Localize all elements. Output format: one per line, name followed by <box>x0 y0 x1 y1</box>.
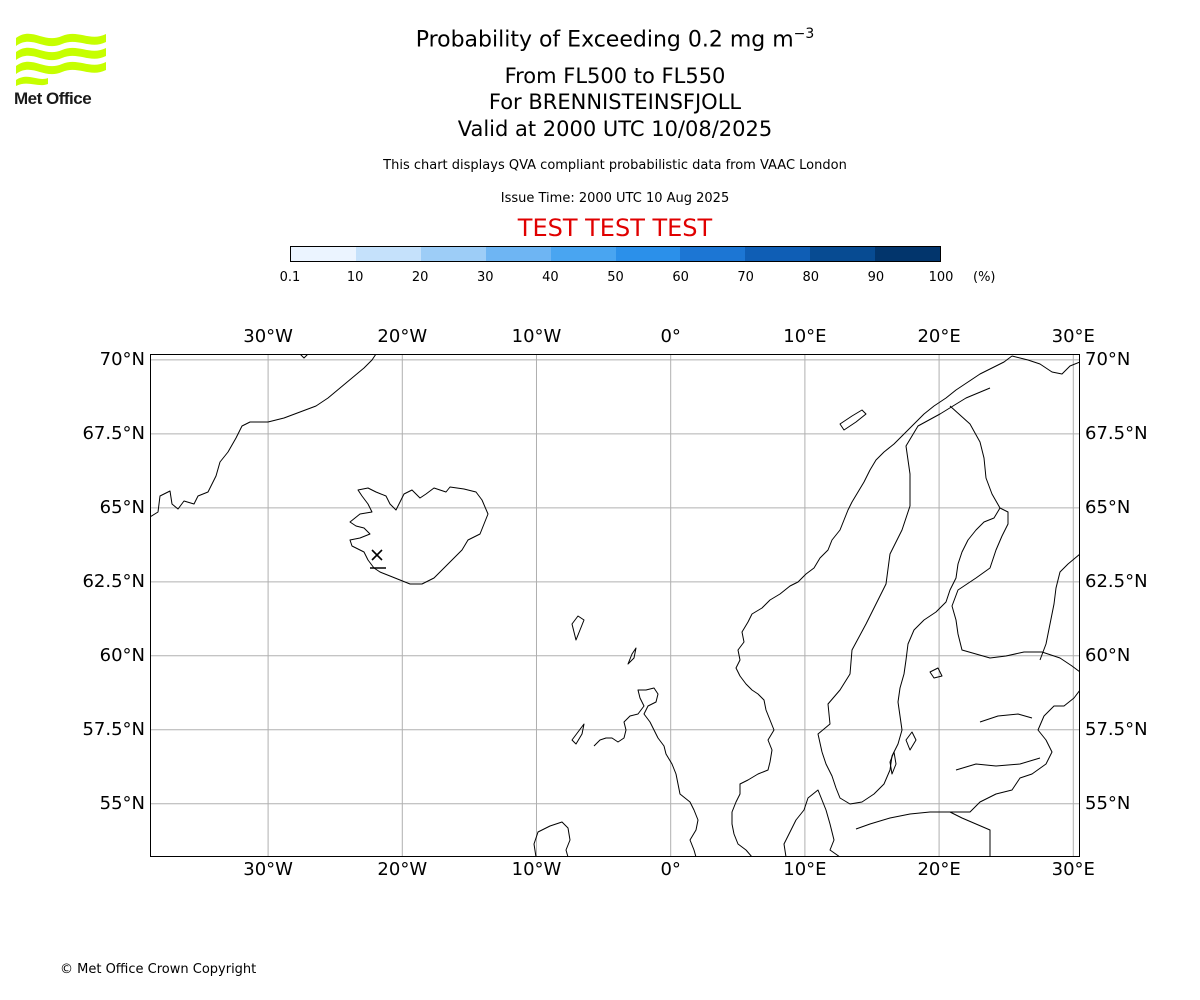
colorbar-segment <box>291 247 356 261</box>
alands <box>929 667 943 679</box>
border-estonia-latvia <box>979 713 1033 723</box>
colorbar-tick-label: 0.1 <box>279 270 301 285</box>
coastline-iceland <box>349 486 489 585</box>
colorbar-segment <box>615 247 681 261</box>
colorbar-segment <box>355 247 421 261</box>
coastline-hebrides <box>571 723 585 745</box>
coastline-scotland <box>593 687 699 857</box>
flight-level-range: From FL500 to FL550 <box>504 64 726 88</box>
met-office-logo: Met Office <box>14 28 114 118</box>
latitude-label-left: 65°N <box>99 496 145 518</box>
border-baltic <box>949 811 991 857</box>
longitude-label-top: 20°E <box>917 326 961 347</box>
coastline-baltic <box>855 689 1080 830</box>
latitude-label-left: 55°N <box>99 792 145 814</box>
latitude-label-right: 62.5°N <box>1085 570 1148 592</box>
oland <box>889 751 897 775</box>
coastline-finland <box>951 507 1080 673</box>
longitude-label-top: 0° <box>660 326 681 347</box>
latitude-label-right: 70°N <box>1085 348 1131 370</box>
colorbar-unit: (%) <box>973 270 996 285</box>
longitude-label-top: 10°E <box>783 326 827 347</box>
gotland <box>905 731 917 751</box>
coastline-norway <box>731 355 1013 857</box>
subtitle: This chart displays QVA compliant probab… <box>383 158 847 173</box>
colorbar-segment <box>420 247 486 261</box>
longitude-label-bottom: 20°E <box>917 859 961 880</box>
colorbar-tick-label: 20 <box>411 270 429 285</box>
coastline-faroes <box>571 615 585 641</box>
lofoten <box>839 409 867 431</box>
met-office-logo-text: Met Office <box>14 89 92 108</box>
latitude-label-right: 55°N <box>1085 792 1131 814</box>
longitude-label-top: 30°E <box>1051 326 1095 347</box>
coastline-greenland <box>150 354 377 518</box>
chart-title-exponent: −3 <box>793 26 815 42</box>
longitude-label-bottom: 30°E <box>1051 859 1095 880</box>
map-frame <box>150 354 1080 857</box>
border-latvia-lithuania <box>955 757 1041 771</box>
colorbar-segment <box>485 247 551 261</box>
longitude-label-top: 10°W <box>511 326 562 347</box>
longitude-label-top: 20°W <box>377 326 428 347</box>
latitude-label-right: 57.5°N <box>1085 718 1148 740</box>
volcano-marker <box>370 549 386 569</box>
border-sweden-finland <box>949 405 1001 509</box>
volcano-name: For BRENNISTEINSFJOLL <box>488 90 742 114</box>
colorbar-tick-label: 60 <box>672 270 689 285</box>
latitude-label-left: 70°N <box>99 348 145 370</box>
coastline-sweden <box>821 507 1001 805</box>
longitude-label-bottom: 30°W <box>243 859 293 880</box>
map <box>150 354 1080 857</box>
latitude-label-left: 62.5°N <box>82 570 145 592</box>
colorbar-segment <box>875 247 941 261</box>
border-norway-sweden <box>817 387 991 753</box>
border-finland-russia <box>1039 553 1080 661</box>
coastline-ireland <box>533 821 571 857</box>
issue-time: Issue Time: 2000 UTC 10 Aug 2025 <box>500 191 730 206</box>
colorbar-tick-label: 70 <box>737 270 754 285</box>
colorbar-tick-label: 30 <box>477 270 494 285</box>
colorbar-tick-label: 10 <box>346 270 364 285</box>
gridlines <box>150 354 1080 857</box>
colorbar-segment <box>550 247 616 261</box>
chart-title: Probability of Exceeding 0.2 mg m−3 <box>415 26 815 53</box>
longitude-label-bottom: 10°E <box>783 859 827 880</box>
longitude-label-bottom: 0° <box>660 859 681 880</box>
coastlines <box>150 354 1080 857</box>
colorbar-tick-label: 80 <box>802 270 820 285</box>
longitude-label-bottom: 20°W <box>377 859 428 880</box>
latitude-label-left: 67.5°N <box>82 422 145 444</box>
latitude-label-right: 67.5°N <box>1085 422 1148 444</box>
latitude-label-right: 65°N <box>1085 496 1131 518</box>
copyright: © Met Office Crown Copyright <box>60 962 257 977</box>
colorbar-tick-label: 100 <box>928 270 954 285</box>
valid-time: Valid at 2000 UTC 10/08/2025 <box>457 117 773 141</box>
coastline-kola <box>1011 355 1080 375</box>
colorbar-segment <box>680 247 746 261</box>
colorbar-segment <box>745 247 811 261</box>
colorbar <box>290 246 941 262</box>
colorbar-tick-label: 50 <box>607 270 624 285</box>
latitude-label-left: 60°N <box>99 644 145 666</box>
longitude-label-top: 30°W <box>243 326 293 347</box>
coastline-greenland-tip <box>299 354 309 359</box>
coastline-shetland <box>627 647 637 665</box>
longitude-label-bottom: 10°W <box>511 859 562 880</box>
colorbar-segment <box>810 247 876 261</box>
latitude-label-right: 60°N <box>1085 644 1131 666</box>
coastline-denmark <box>783 789 841 857</box>
colorbar-tick-label: 90 <box>867 270 885 285</box>
colorbar-tick-label: 40 <box>542 270 559 285</box>
test-banner: TEST TEST TEST <box>517 214 713 242</box>
met-office-wave-icon <box>16 33 106 86</box>
latitude-label-left: 57.5°N <box>82 718 145 740</box>
